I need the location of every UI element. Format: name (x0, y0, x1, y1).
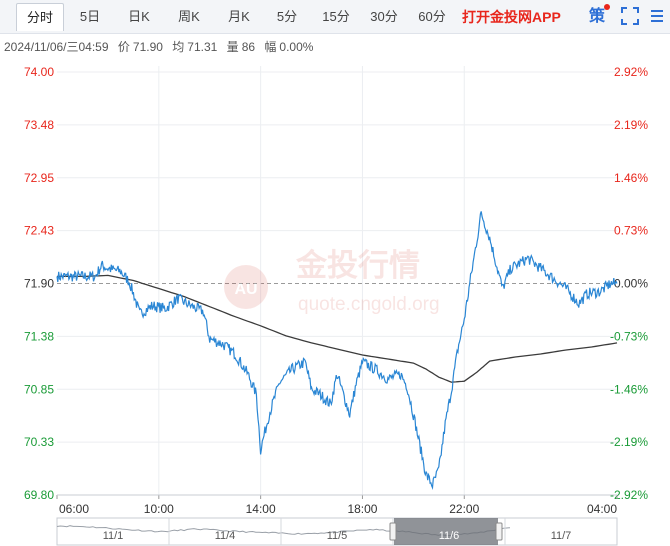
series-avg-line (57, 274, 618, 383)
navigator-left-handle[interactable] (389, 522, 397, 541)
y-tick-label-left: 71.90 (24, 277, 54, 291)
y-tick-label-right: 2.92% (614, 65, 648, 79)
y-tick-label-left: 72.43 (24, 224, 54, 238)
watermark-brand: 金投行情 (295, 248, 420, 284)
navigator-selection[interactable] (394, 518, 498, 545)
tab-5-min[interactable]: 5分 (276, 9, 298, 24)
x-tick-label: 10:00 (144, 502, 174, 516)
y-tick-label-right: -1.46% (610, 382, 648, 396)
y-tick-label-right: 1.46% (614, 171, 648, 185)
y-tick-label-left: 71.38 (24, 329, 54, 343)
menu-icon[interactable] (649, 7, 665, 25)
y-tick-label-left: 70.33 (24, 435, 54, 449)
change-value: 0.00% (279, 40, 314, 54)
avg-value: 71.31 (187, 40, 218, 54)
navigator-date-label: 11/5 (327, 530, 348, 542)
tab-15-min[interactable]: 15分 (322, 9, 350, 24)
tab-daily-k[interactable]: 日K (128, 9, 150, 24)
y-tick-label-right: -0.73% (610, 329, 648, 343)
y-tick-label-left: 74.00 (24, 65, 54, 79)
tab-monthly-k[interactable]: 月K (228, 9, 250, 24)
chart-grid (57, 66, 617, 496)
avg-label: 均 (172, 40, 185, 54)
y-tick-label-right: 0.73% (614, 224, 648, 238)
notification-dot (604, 4, 610, 10)
y-tick-label-right: -2.92% (610, 488, 648, 502)
y-tick-label-right: 0.00% (614, 277, 648, 291)
navigator-date-label: 11/1 (103, 530, 124, 542)
y-tick-label-left: 70.85 (24, 382, 54, 396)
navigator-date-labels: 11/1 11/4 11/5 11/6 11/7 (103, 530, 572, 542)
y-tick-label-left: 69.80 (24, 488, 54, 502)
tab-weekly-k[interactable]: 周K (178, 9, 200, 24)
tab-intraday[interactable]: 分时 (16, 3, 64, 31)
price-label: 价 (117, 40, 130, 54)
change-label: 幅 (264, 40, 277, 54)
watermark-badge: AU (234, 281, 257, 298)
period-tab-bar: 分时 5日 日K 周K 月K 5分 15分 30分 60分 打开金投网APP 策 (0, 0, 670, 34)
volume-value: 86 (241, 40, 256, 54)
navigator-right-handle[interactable] (495, 522, 503, 541)
quote-datetime: 2024/11/06/三04:59 (4, 40, 109, 54)
x-tick-label: 06:00 (59, 502, 89, 516)
watermark-logo (224, 265, 268, 309)
x-tick-label: 04:00 (587, 502, 617, 516)
x-tick-label: 14:00 (246, 502, 276, 516)
tab-60-min[interactable]: 60分 (418, 9, 446, 24)
x-axis: 06:00 10:00 14:00 18:00 22:00 04:00 (56, 494, 618, 516)
fullscreen-icon[interactable] (621, 7, 639, 25)
watermark-url: quote.cngold.org (298, 294, 440, 315)
y-tick-label-left: 72.95 (24, 171, 54, 185)
price-value: 71.90 (132, 40, 163, 54)
tab-5-day[interactable]: 5日 (79, 9, 101, 24)
y-tick-label-right: 2.19% (614, 118, 648, 132)
strategy-button[interactable]: 策 (589, 8, 606, 25)
navigator-frame (56, 517, 618, 546)
navigator-date-label: 11/7 (551, 530, 572, 542)
navigator-date-label: 11/6 (439, 530, 460, 542)
y-tick-label-left: 73.48 (24, 118, 54, 132)
navigator-date-label: 11/4 (215, 530, 236, 542)
y-tick-label-right: -2.19% (610, 435, 648, 449)
y-axis-left: 74.00 73.48 72.95 72.43 71.90 71.38 70.85 70.33… (24, 65, 54, 502)
x-tick-label: 22:00 (449, 502, 479, 516)
watermark: AU 金投行情 quote.cngold.org (224, 248, 440, 315)
tab-30-min[interactable]: 30分 (370, 9, 398, 24)
y-axis-right: 2.92% 2.19% 1.46% 0.73% 0.00% -0.73% -1.46% -2.… (610, 65, 648, 502)
series-price-line (56, 211, 618, 491)
volume-label: 量 (226, 40, 239, 54)
open-app-link[interactable]: 打开金投网APP (462, 9, 561, 25)
quote-info-line: 2024/11/06/三04:59 价 71.90 均 71.31 量 86 幅 0.0… (4, 38, 319, 56)
x-tick-label: 18:00 (347, 502, 377, 516)
